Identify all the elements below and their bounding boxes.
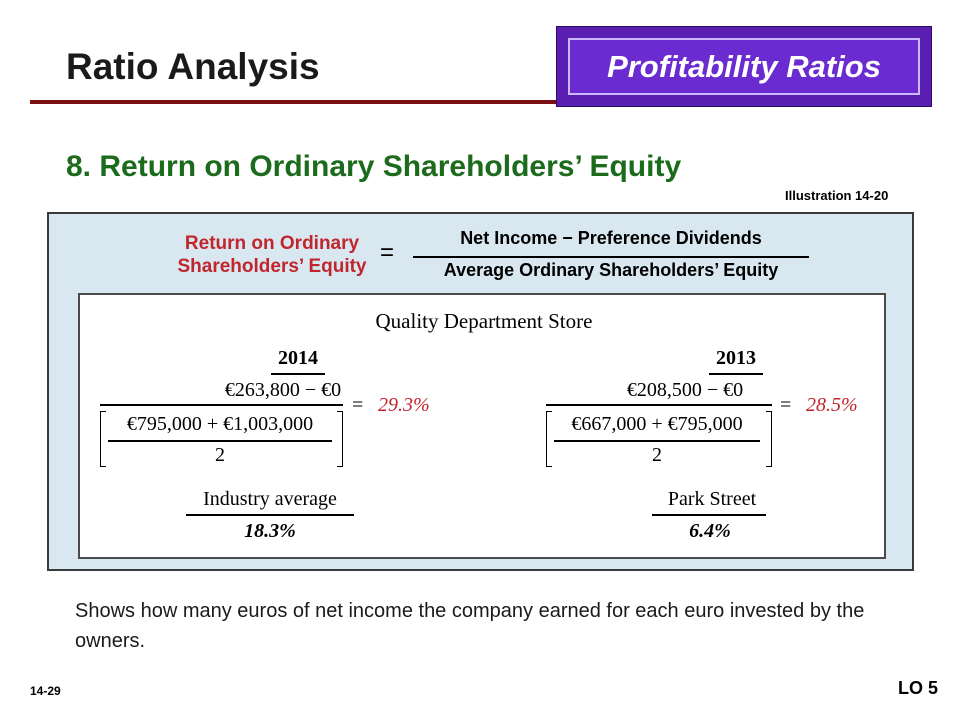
formula-label-line1: Return on Ordinary: [184, 233, 360, 254]
benchmark-underline: [652, 514, 766, 516]
calc-denominator: €795,000 + €1,003,000: [126, 413, 314, 435]
slide-title: Ratio Analysis: [66, 46, 320, 87]
calc-equals: =: [780, 394, 792, 416]
benchmark-label: Park Street: [667, 488, 757, 510]
year-underline: [271, 373, 325, 375]
benchmark-label: Industry average: [203, 488, 337, 510]
illustration-reference: Illustration 14-20: [785, 188, 889, 203]
company-name: Quality Department Store: [375, 309, 593, 333]
calc-fraction-bar: [546, 404, 772, 406]
benchmark-value: 18.3%: [244, 520, 296, 542]
calc-result: 29.3%: [378, 394, 430, 416]
left-bracket: [100, 411, 106, 467]
right-bracket: [337, 411, 343, 467]
right-bracket: [766, 411, 772, 467]
calc-denominator: €667,000 + €795,000: [571, 413, 743, 435]
benchmark-underline: [186, 514, 354, 516]
calc-numerator: €263,800 − €0: [224, 379, 342, 401]
topic-badge-inner: Profitability Ratios: [568, 38, 920, 95]
calc-result: 28.5%: [806, 394, 858, 416]
example-box: Quality Department Store 2014 €263,800 −…: [78, 293, 886, 559]
calc-equals: =: [352, 394, 364, 416]
calc-divisor: 2: [215, 444, 225, 466]
topic-badge: Profitability Ratios: [556, 26, 932, 107]
section-heading: 8. Return on Ordinary Shareholders’ Equi…: [66, 150, 682, 183]
year-heading-2014: 2014: [278, 347, 318, 369]
benchmark-value: 6.4%: [689, 520, 731, 542]
formula-label-line2: Shareholders’ Equity: [177, 256, 367, 277]
formula-label: Return on Ordinary Shareholders’ Equity: [167, 232, 377, 278]
formula-fraction-bar: [413, 256, 809, 258]
calc-sub-fraction-bar: [108, 440, 332, 442]
formula-equals: =: [380, 239, 395, 266]
calc-sub-fraction-bar: [554, 440, 760, 442]
title-underline: [30, 100, 558, 104]
year-heading-2013: 2013: [716, 347, 756, 369]
formula-numerator: Net Income − Preference Dividends: [460, 228, 762, 248]
left-bracket: [546, 411, 552, 467]
calc-fraction-bar: [100, 404, 343, 406]
illustration-panel: Return on Ordinary Shareholders’ Equity …: [47, 212, 914, 571]
calc-numerator: €208,500 − €0: [626, 379, 744, 401]
calc-divisor: 2: [652, 444, 662, 466]
year-underline: [709, 373, 763, 375]
learning-objective: LO 5: [898, 678, 939, 698]
ratio-description: Shows how many euros of net income the c…: [75, 600, 865, 652]
topic-badge-label: Profitability Ratios: [607, 48, 881, 84]
slide-number: 14-29: [30, 684, 61, 698]
formula-denominator: Average Ordinary Shareholders’ Equity: [443, 260, 779, 280]
